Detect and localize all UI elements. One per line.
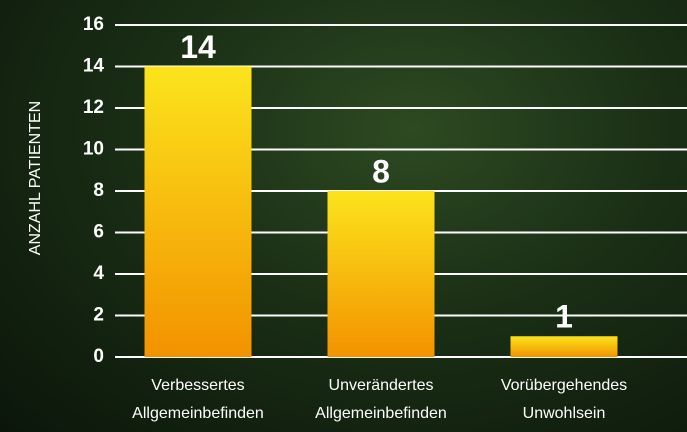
data-label: 1 bbox=[555, 299, 573, 335]
y-tick-label: 14 bbox=[83, 56, 105, 77]
x-tick-label-line: Vorübergehendes bbox=[501, 377, 627, 394]
y-tick-label: 16 bbox=[83, 14, 104, 35]
page: ANZAHL PATIENTEN 0 2 4 6 8 10 12 14 16 14 Verbesse… bbox=[0, 0, 687, 432]
x-tick-label: Unverändertes Allgemeinbefinden bbox=[315, 377, 447, 422]
bar bbox=[511, 336, 618, 357]
y-tick-label: 0 bbox=[93, 346, 104, 367]
x-tick-label-line: Unverändertes bbox=[329, 377, 434, 394]
bar bbox=[328, 191, 435, 357]
x-tick-label-line: Unwohlsein bbox=[523, 405, 606, 422]
chart: ANZAHL PATIENTEN 0 2 4 6 8 10 12 14 16 14 Verbesse… bbox=[0, 0, 687, 432]
y-tick-label: 4 bbox=[93, 263, 104, 284]
data-label: 8 bbox=[372, 153, 390, 189]
y-tick-label: 8 bbox=[93, 180, 104, 201]
y-tick-label: 12 bbox=[83, 97, 104, 118]
y-tick-label: 2 bbox=[93, 305, 104, 326]
y-tick-label: 10 bbox=[83, 139, 104, 160]
x-tick-label-line: Allgemeinbefinden bbox=[132, 405, 264, 422]
x-tick-label: Vorübergehendes Unwohlsein bbox=[501, 377, 627, 422]
x-tick-label-line: Verbessertes bbox=[151, 377, 244, 394]
x-tick-label: Verbessertes Allgemeinbefinden bbox=[132, 377, 264, 422]
y-tick-label: 6 bbox=[93, 222, 104, 243]
bar bbox=[145, 67, 252, 358]
x-tick-label-line: Allgemeinbefinden bbox=[315, 405, 447, 422]
y-axis-label: ANZAHL PATIENTEN bbox=[27, 101, 44, 255]
data-label: 14 bbox=[180, 29, 216, 65]
